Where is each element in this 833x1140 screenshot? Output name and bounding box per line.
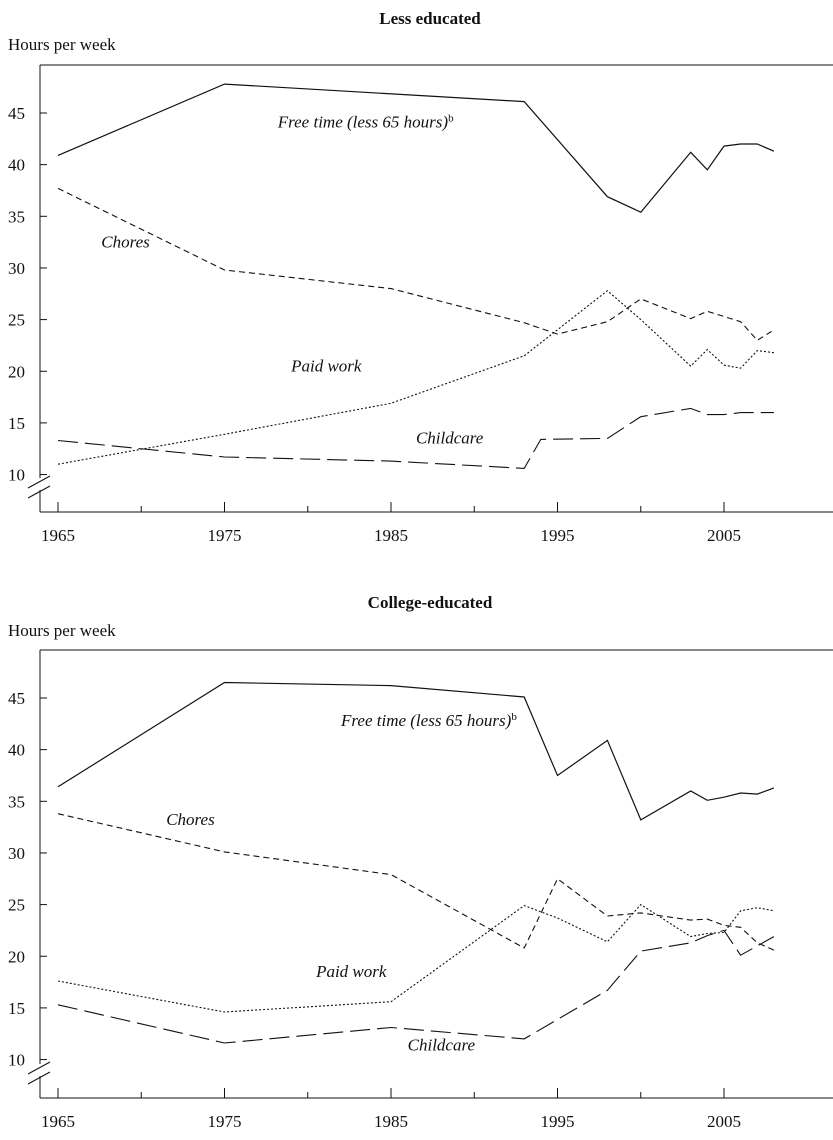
series-label: Childcare: [416, 429, 484, 448]
y-tick-label: 25: [8, 311, 25, 330]
series-label: Free time (less 65 hours)b: [277, 112, 454, 131]
series-line-childcare: [57, 929, 775, 1044]
y-tick-label: 20: [8, 362, 25, 381]
series-line-chores: [57, 813, 775, 951]
y-tick-label: 10: [8, 466, 25, 485]
y-axis-label: Hours per week: [8, 621, 116, 640]
series-line-free-time-less-hours: [57, 681, 775, 821]
chart-panel-2: College-educated Hours per week 10 15 20 25 30…: [8, 593, 833, 1131]
y-axis-label: Hours per week: [8, 35, 116, 54]
axis-break-mark-2: [27, 1071, 51, 1085]
x-tick-label: 1995: [541, 1112, 575, 1131]
series-label: Free time (less 65 hours)b: [340, 711, 517, 730]
series-label: Chores: [101, 232, 150, 251]
x-tick-label: 1975: [208, 1112, 242, 1131]
x-tick-label: 1975: [208, 526, 242, 545]
series-label-superscript: b: [511, 711, 517, 723]
chart-panel-1: Less educated Hours per week 10 15 20 25 30 35 4…: [8, 9, 833, 545]
series-line-childcare: [57, 407, 774, 469]
y-tick-label: 15: [8, 999, 25, 1018]
chart-title: College-educated: [368, 593, 493, 612]
y-tick-label: 30: [8, 844, 25, 863]
x-tick-label: 2005: [707, 1112, 741, 1131]
series-line-paid-work: [57, 903, 775, 1013]
x-tick-label: 1995: [541, 526, 575, 545]
x-tick-label: 1965: [41, 1112, 75, 1131]
chart-title: Less educated: [379, 9, 481, 28]
y-tick-label: 20: [8, 947, 25, 966]
axis-break-mark-1: [27, 475, 51, 489]
y-tick-label: 25: [8, 896, 25, 915]
x-tick-label: 1965: [41, 526, 75, 545]
series-label: Paid work: [290, 356, 362, 375]
x-tick-label: 1985: [374, 1112, 408, 1131]
y-tick-label: 40: [8, 741, 25, 760]
axis-break-mark-2: [27, 485, 51, 499]
series-line-free-time-less-hours: [57, 83, 775, 213]
y-tick-label: 35: [8, 207, 25, 226]
series-line-chores: [57, 187, 775, 342]
series-label: Childcare: [408, 1035, 476, 1054]
y-tick-label: 45: [8, 689, 25, 708]
y-tick-label: 10: [8, 1051, 25, 1070]
x-tick-label: 1985: [374, 526, 408, 545]
y-tick-label: 30: [8, 259, 25, 278]
series-label: Paid work: [315, 962, 387, 981]
y-tick-label: 15: [8, 414, 25, 433]
y-tick-label: 40: [8, 156, 25, 175]
y-tick-label: 35: [8, 792, 25, 811]
series-line-paid-work: [57, 289, 774, 465]
axis-break-mark-1: [27, 1061, 51, 1075]
x-tick-label: 2005: [707, 526, 741, 545]
series-label-superscript: b: [448, 112, 454, 124]
y-tick-label: 45: [8, 104, 25, 123]
series-label: Chores: [166, 810, 215, 829]
